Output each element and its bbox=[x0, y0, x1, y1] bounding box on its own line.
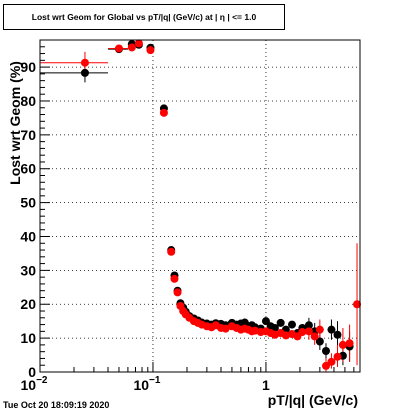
data-point bbox=[338, 340, 347, 349]
x-tick-label: 1 bbox=[262, 377, 270, 393]
data-point bbox=[298, 328, 307, 337]
data-point bbox=[134, 39, 143, 48]
chart-title-box: Lost wrt Geom for Global vs pT/|q| (GeV/… bbox=[3, 4, 285, 30]
x-tick-exponent: −1 bbox=[149, 375, 161, 386]
x-tick-exponent: −2 bbox=[36, 375, 48, 386]
data-point bbox=[159, 108, 168, 117]
x-tick-label: 10−2 bbox=[21, 375, 48, 393]
data-point bbox=[315, 337, 324, 346]
data-point bbox=[287, 320, 296, 329]
grid-lines bbox=[40, 40, 360, 372]
chart-title: Lost wrt Geom for Global vs pT/|q| (GeV/… bbox=[31, 12, 257, 22]
data-point bbox=[221, 324, 230, 333]
axis-ticks bbox=[39, 39, 355, 373]
data-point bbox=[353, 300, 362, 309]
y-tick-label: 10 bbox=[20, 330, 36, 346]
y-tick-label: 0 bbox=[28, 364, 36, 380]
data-point bbox=[281, 331, 290, 340]
data-point bbox=[80, 68, 89, 77]
y-tick-label: 80 bbox=[20, 93, 36, 109]
data-point bbox=[304, 327, 313, 336]
y-axis-label: Lost wrt Geom (%) bbox=[7, 61, 23, 185]
y-tick-label: 50 bbox=[20, 195, 36, 211]
data-point bbox=[327, 325, 336, 334]
data-point bbox=[304, 321, 313, 330]
data-point bbox=[333, 330, 342, 339]
x-axis-label: pT/|q| (GeV/c) bbox=[268, 392, 358, 408]
data-point bbox=[170, 274, 179, 283]
data-point bbox=[321, 346, 330, 355]
data-point bbox=[261, 317, 270, 326]
data-point bbox=[321, 361, 330, 370]
data-points bbox=[80, 39, 362, 370]
data-point bbox=[146, 46, 155, 55]
y-tick-label: 40 bbox=[20, 228, 36, 244]
data-point bbox=[167, 247, 176, 256]
data-point bbox=[114, 44, 123, 53]
y-tick-label: 30 bbox=[20, 262, 36, 278]
y-tick-label: 90 bbox=[20, 59, 36, 75]
y-tick-label: 60 bbox=[20, 161, 36, 177]
data-point bbox=[333, 352, 342, 361]
y-tick-label: 20 bbox=[20, 296, 36, 312]
data-point bbox=[173, 288, 182, 297]
data-point bbox=[80, 58, 89, 67]
data-point bbox=[345, 339, 354, 348]
tick-labels: 0 10 20 30 40 50 60 70 80 90 10−2 10−1 1 bbox=[20, 59, 270, 393]
y-tick-label: 70 bbox=[20, 127, 36, 143]
data-point bbox=[310, 332, 319, 341]
data-point bbox=[327, 357, 336, 366]
data-point bbox=[276, 318, 285, 327]
plot-frame bbox=[39, 39, 361, 373]
x-tick-label: 10−1 bbox=[133, 375, 160, 393]
timestamp: Tue Oct 20 18:09:19 2020 bbox=[3, 400, 110, 410]
data-point bbox=[127, 43, 136, 52]
data-point bbox=[315, 325, 324, 334]
